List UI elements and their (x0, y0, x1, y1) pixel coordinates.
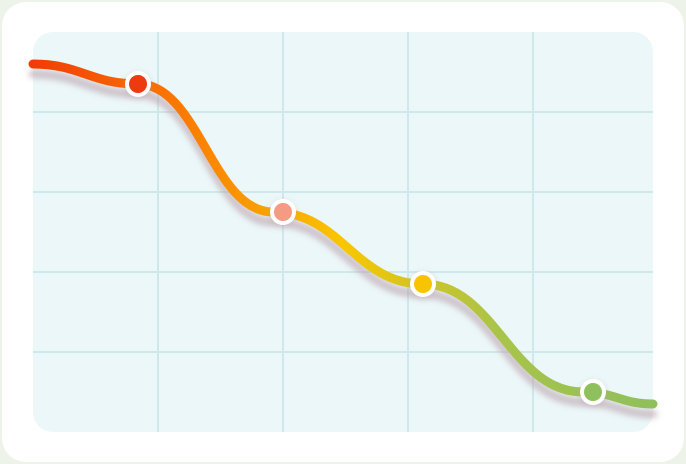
data-point[interactable] (124, 71, 152, 100)
data-point[interactable] (579, 379, 607, 408)
data-point[interactable] (269, 199, 297, 228)
markers (124, 71, 607, 408)
data-point[interactable] (409, 271, 437, 300)
